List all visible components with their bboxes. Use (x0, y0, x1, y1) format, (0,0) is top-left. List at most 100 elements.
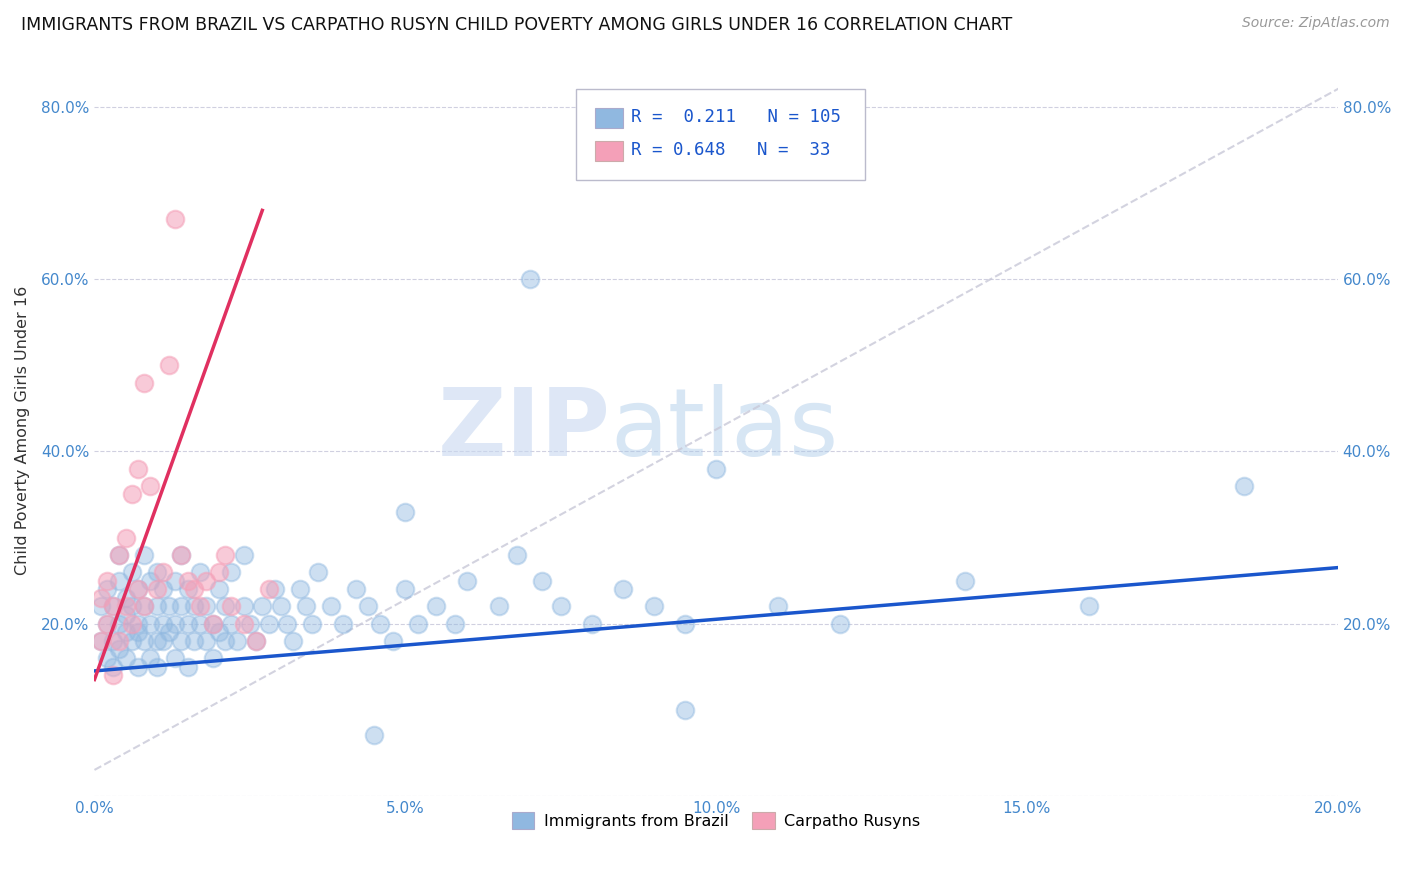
Point (96, 651, 118, 665)
Point (114, 625, 136, 640)
Point (121, 616, 143, 631)
Point (127, 616, 149, 631)
Point (766, 599, 789, 614)
Point (177, 582, 200, 596)
Point (114, 651, 136, 665)
Point (195, 599, 218, 614)
Point (90, 591, 112, 605)
Point (139, 574, 162, 588)
Text: ZIP: ZIP (437, 384, 610, 476)
Point (101, 599, 124, 614)
Point (612, 582, 634, 596)
Point (152, 582, 174, 596)
Point (183, 582, 205, 596)
Point (530, 574, 553, 588)
Point (232, 616, 254, 631)
Point (90, 633, 112, 648)
Point (114, 531, 136, 545)
Point (319, 599, 342, 614)
Point (301, 616, 323, 631)
Point (425, 599, 447, 614)
Point (456, 574, 478, 588)
Point (232, 548, 254, 562)
Point (245, 633, 267, 648)
Point (830, 616, 852, 631)
Point (134, 633, 156, 648)
Point (357, 599, 380, 614)
Point (157, 625, 180, 640)
Point (406, 616, 429, 631)
Point (257, 616, 280, 631)
Point (226, 633, 249, 648)
Point (295, 599, 318, 614)
Point (381, 633, 404, 648)
Point (101, 633, 124, 648)
Point (157, 359, 180, 373)
Point (165, 574, 187, 588)
Point (208, 625, 231, 640)
Point (114, 599, 136, 614)
Point (214, 548, 236, 562)
Point (332, 616, 354, 631)
Point (170, 599, 193, 614)
Point (134, 599, 156, 614)
Point (165, 651, 187, 665)
Point (145, 582, 167, 596)
Point (276, 616, 298, 631)
Point (643, 599, 665, 614)
Point (139, 616, 162, 631)
Point (90, 633, 112, 648)
Point (101, 668, 124, 682)
Point (219, 616, 242, 631)
Point (245, 633, 267, 648)
Point (581, 616, 603, 631)
Point (177, 616, 200, 631)
Point (344, 582, 367, 596)
Point (96, 582, 118, 596)
Point (145, 565, 167, 579)
Point (139, 479, 162, 493)
Point (288, 582, 311, 596)
Point (108, 633, 131, 648)
Point (114, 607, 136, 622)
Point (283, 633, 305, 648)
Point (953, 574, 976, 588)
Point (165, 616, 187, 631)
Point (96, 616, 118, 631)
Point (114, 591, 136, 605)
Text: R = 0.648   N =  33: R = 0.648 N = 33 (631, 141, 831, 159)
Point (370, 616, 392, 631)
Point (195, 574, 218, 588)
Point (183, 633, 205, 648)
Point (208, 582, 231, 596)
Point (145, 659, 167, 673)
Point (363, 729, 385, 743)
Point (165, 212, 187, 227)
Point (127, 625, 149, 640)
Point (506, 548, 529, 562)
Point (101, 659, 124, 673)
Point (108, 548, 131, 562)
Point (394, 505, 416, 519)
Point (152, 565, 174, 579)
Point (232, 599, 254, 614)
Point (394, 582, 416, 596)
Point (673, 616, 696, 631)
Point (170, 548, 193, 562)
Point (134, 376, 156, 390)
Point (108, 548, 131, 562)
Point (252, 599, 274, 614)
Point (90, 599, 112, 614)
Point (519, 272, 541, 286)
Text: Source: ZipAtlas.com: Source: ZipAtlas.com (1241, 16, 1389, 30)
Point (183, 599, 205, 614)
Point (134, 599, 156, 614)
Point (488, 599, 510, 614)
Point (188, 565, 211, 579)
Point (195, 633, 218, 648)
Point (152, 633, 174, 648)
Point (188, 599, 211, 614)
Point (127, 461, 149, 475)
Point (208, 565, 231, 579)
Point (121, 487, 143, 501)
